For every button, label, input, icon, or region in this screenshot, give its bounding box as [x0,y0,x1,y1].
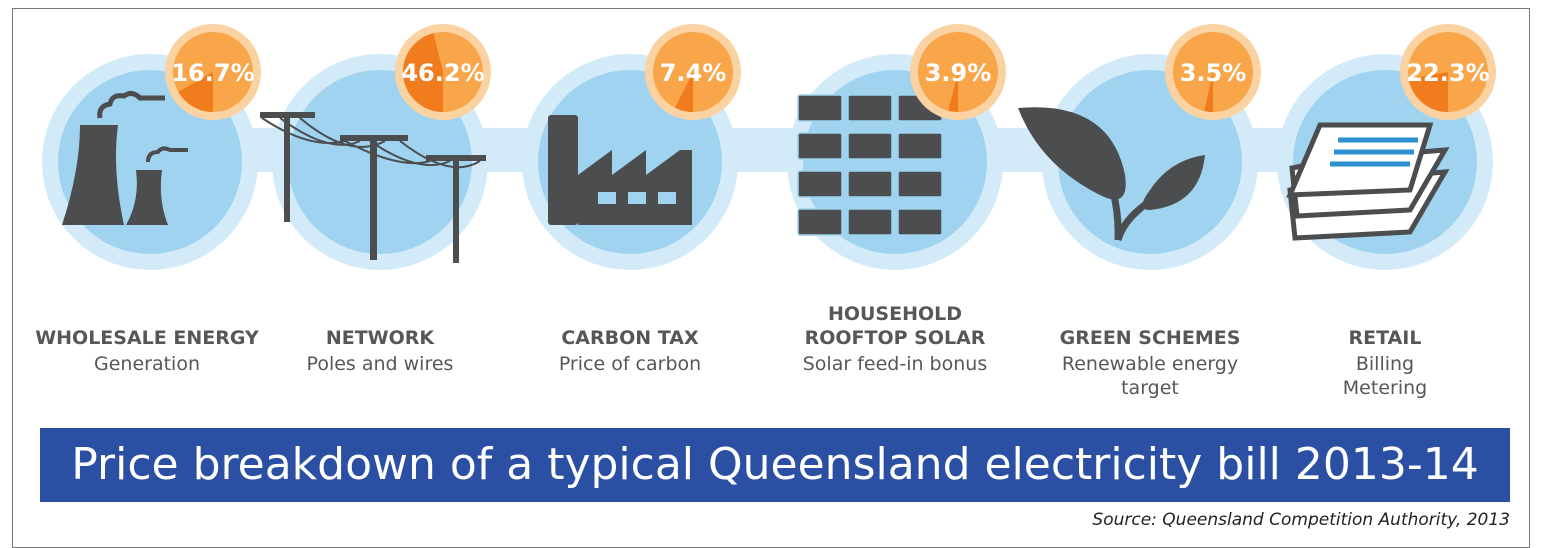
pie-slice [178,72,213,112]
item-label: WHOLESALE ENERGY Generation [17,0,277,535]
cooling-tower [62,125,124,225]
item-title: GREEN SCHEMES [1020,326,1280,350]
item-label: GREEN SCHEMES Renewable energy target [1020,0,1280,535]
pie-slice [1204,72,1213,112]
title-line: RETAIL [1348,327,1422,349]
description-line: Poles and wires [306,353,454,375]
pole [370,135,377,260]
value-label: 3.5% [1180,59,1247,87]
cooling-tower [126,170,168,225]
description-line: Solar feed-in bonus [802,353,988,375]
solar-panel [797,170,843,198]
solar-panel [797,132,843,160]
title-line: ROOFTOP SOLAR [804,327,986,349]
value-label: 3.9% [925,59,992,87]
solar-panel [847,132,893,160]
pie-slice [948,72,958,112]
description-line: Billing [1355,353,1415,375]
pole [284,112,290,222]
item-description: Solar feed-in bonus [765,352,1025,376]
description-line: Generation [94,353,200,375]
pole [453,155,459,263]
description-line: Metering [1342,377,1428,399]
item-title: NETWORK [250,326,510,350]
title-line: CARBON TAX [561,327,699,349]
window [598,192,616,204]
bill-lines [1330,137,1418,167]
factory [578,150,692,225]
item-label: HOUSEHOLD ROOFTOP SOLAR Solar feed-in bonu… [765,0,1025,535]
solar-panel [847,94,893,122]
title-line: HOUSEHOLD [827,303,963,325]
value-label: 16.7% [171,59,254,87]
pie-slice [1408,72,1448,112]
item-description: Poles and wires [250,352,510,376]
item-description: Renewable energy target [1020,352,1280,400]
description-line: target [1121,377,1179,399]
title-line: NETWORK [325,327,435,349]
smoke [97,90,165,119]
page: {"chart_data": { "type": "pie", "title":… [12,0,1530,548]
solar-panel [897,208,943,236]
solar-panel [847,208,893,236]
title-line: WHOLESALE ENERGY [35,327,259,349]
value-label: 46.2% [401,59,484,87]
banner-title: Price breakdown of a typical Queensland … [40,428,1510,502]
smoke [146,146,188,163]
solar-panels [797,94,943,236]
crossarm [340,135,408,141]
item-title: CARBON TAX [500,326,760,350]
item-label: NETWORK Poles and wires [250,0,510,535]
solar-panel [897,132,943,160]
icons [62,90,1450,263]
item-label: CARBON TAX Price of carbon [500,0,760,535]
item-title: WHOLESALE ENERGY [17,326,277,350]
solar-panel [897,170,943,198]
item-description: Price of carbon [500,352,760,376]
stem [1092,148,1162,242]
pie-slice [402,33,443,112]
description-line: Renewable energy [1061,353,1239,375]
item-label: RETAIL Billing Metering [1255,0,1515,535]
wires [261,117,481,169]
item-description: Billing Metering [1255,352,1515,400]
window [628,192,646,204]
crossarm [426,155,486,161]
item-title: HOUSEHOLD ROOFTOP SOLAR [765,302,1025,350]
description-line: Price of carbon [558,353,702,375]
pie-slice [675,72,693,112]
solar-panel [797,94,843,122]
window [658,192,676,204]
source: Source: Queensland Competition Authority… [1092,510,1510,530]
value-label: 22.3% [1406,59,1489,87]
leaf [1018,107,1126,200]
item-description: Generation [17,352,277,376]
solar-panel [847,170,893,198]
item-title: RETAIL [1255,326,1515,350]
value-label: 7.4% [660,59,727,87]
solar-panel [797,208,843,236]
crossarm [260,112,315,118]
artwork: 16.7% 46.2% 7.4% 3.9% 3.5% 22.3% [42,24,1496,270]
chimney [548,115,578,225]
title-line: GREEN SCHEMES [1059,327,1241,349]
